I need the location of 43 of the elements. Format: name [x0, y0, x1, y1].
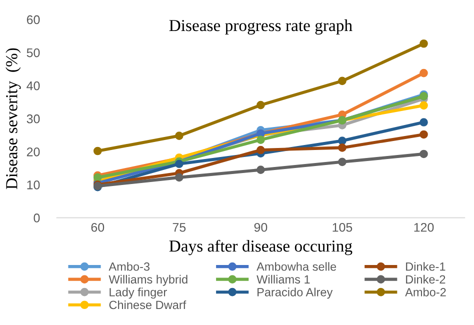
- legend-label: Dinke-1: [406, 262, 446, 271]
- point: [175, 132, 184, 140]
- point: [338, 144, 346, 152]
- legend-label: Williams 1: [256, 274, 310, 284]
- point: [420, 150, 428, 158]
- y-tick-label: 10: [27, 180, 40, 190]
- x-tick-label: 105: [332, 222, 352, 232]
- y-axis-title: Disease severity (%): [6, 48, 21, 190]
- x-axis-title: Days after disease occuring: [169, 240, 352, 256]
- point: [338, 158, 346, 166]
- legend-label: Paracido Alrey: [258, 288, 333, 299]
- point: [256, 146, 265, 154]
- chart-title: Disease progress rate graph: [169, 19, 352, 35]
- y-tick-label: 30: [26, 114, 40, 124]
- point: [420, 68, 428, 78]
- legend-label: Ambo-2: [405, 288, 446, 296]
- point: [256, 136, 265, 144]
- point: [93, 146, 102, 156]
- point: [338, 136, 346, 145]
- y-tick-label: 50: [26, 48, 40, 58]
- point: [420, 130, 428, 139]
- y-tick-label: 60: [26, 15, 40, 24]
- point: [420, 101, 428, 110]
- point: [338, 76, 346, 86]
- point: [175, 160, 184, 168]
- point: [420, 39, 428, 48]
- x-tick-label: 120: [414, 222, 434, 232]
- legend-label: Williams hybrid: [108, 274, 188, 286]
- point: [256, 166, 265, 174]
- y-tick-label: 20: [26, 147, 40, 156]
- point: [420, 118, 428, 126]
- legend-label: Dinke-2: [406, 274, 446, 284]
- legend-label: Ambowha selle: [256, 262, 336, 271]
- legend-label: Ambo-3: [108, 262, 150, 271]
- legend-label: Chinese Dwarf: [109, 300, 186, 310]
- point: [256, 100, 265, 110]
- y-tick-label: 0: [34, 214, 40, 222]
- legend-label: Lady finger: [110, 288, 167, 299]
- x-tick-label: 60: [91, 222, 104, 232]
- y-tick-label: 40: [26, 81, 40, 90]
- x-tick-label: 90: [254, 222, 268, 232]
- point: [175, 173, 184, 182]
- x-tick-label: 75: [172, 223, 186, 232]
